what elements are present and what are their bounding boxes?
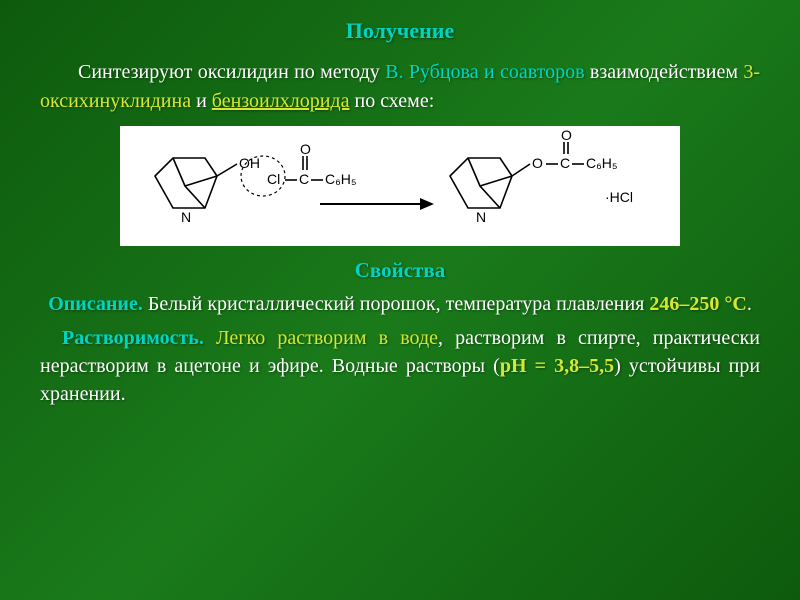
cl-label: Cl (267, 171, 280, 187)
phenyl1-label: C₆H₅ (325, 171, 357, 187)
solub-t1: Легко растворим в воде (204, 327, 438, 349)
properties-title: Свойства (40, 258, 760, 283)
desc-range: 246–250 °С (649, 293, 746, 315)
intro-paragraph: Синтезируют оксилидин по методу В. Рубцо… (40, 58, 760, 116)
product-o: O (532, 155, 543, 171)
intro-mid: взаимодействием (585, 61, 744, 83)
scheme-svg: OH N Cl C O C₆H₅ (120, 126, 680, 246)
desc-text: Белый кристаллический порошок, температу… (143, 293, 650, 315)
main-title: Получение (40, 18, 760, 44)
product-n: N (476, 209, 486, 225)
reactant-bicycle: OH N (155, 155, 285, 225)
intro-reagent2: бензоилхлорида (212, 90, 350, 112)
o2-label: O (561, 127, 572, 143)
intro-suffix: по схеме: (349, 90, 434, 112)
slide: Получение Синтезируют оксилидин по метод… (0, 0, 800, 600)
product-bicycle: O C O C₆H₅ N ·HCl (450, 127, 633, 225)
desc-label: Описание. (48, 293, 143, 315)
reaction-scheme: OH N Cl C O C₆H₅ (120, 126, 680, 246)
c2-label: C (560, 155, 570, 171)
desc-period: . (747, 293, 752, 315)
solub-label: Растворимость. (62, 327, 204, 349)
phenyl2-label: C₆H₅ (586, 155, 618, 171)
solubility-paragraph: Растворимость. Легко растворим в воде, р… (40, 324, 760, 408)
hcl-label: ·HCl (605, 189, 633, 205)
intro-prefix: Синтезируют оксилидин по методу (78, 61, 385, 83)
solub-ph: рН = 3,8–5,5 (500, 355, 614, 377)
benzoyl-chloride: Cl C O C₆H₅ (267, 141, 357, 187)
reactant-n: N (181, 209, 191, 225)
description-line: Описание. Белый кристаллический порошок,… (40, 291, 760, 318)
intro-authors: В. Рубцова и соавторов (385, 61, 584, 83)
o1-label: O (300, 141, 311, 157)
intro-and: и (191, 90, 212, 112)
c1-label: C (299, 171, 309, 187)
reaction-arrow (320, 198, 434, 210)
